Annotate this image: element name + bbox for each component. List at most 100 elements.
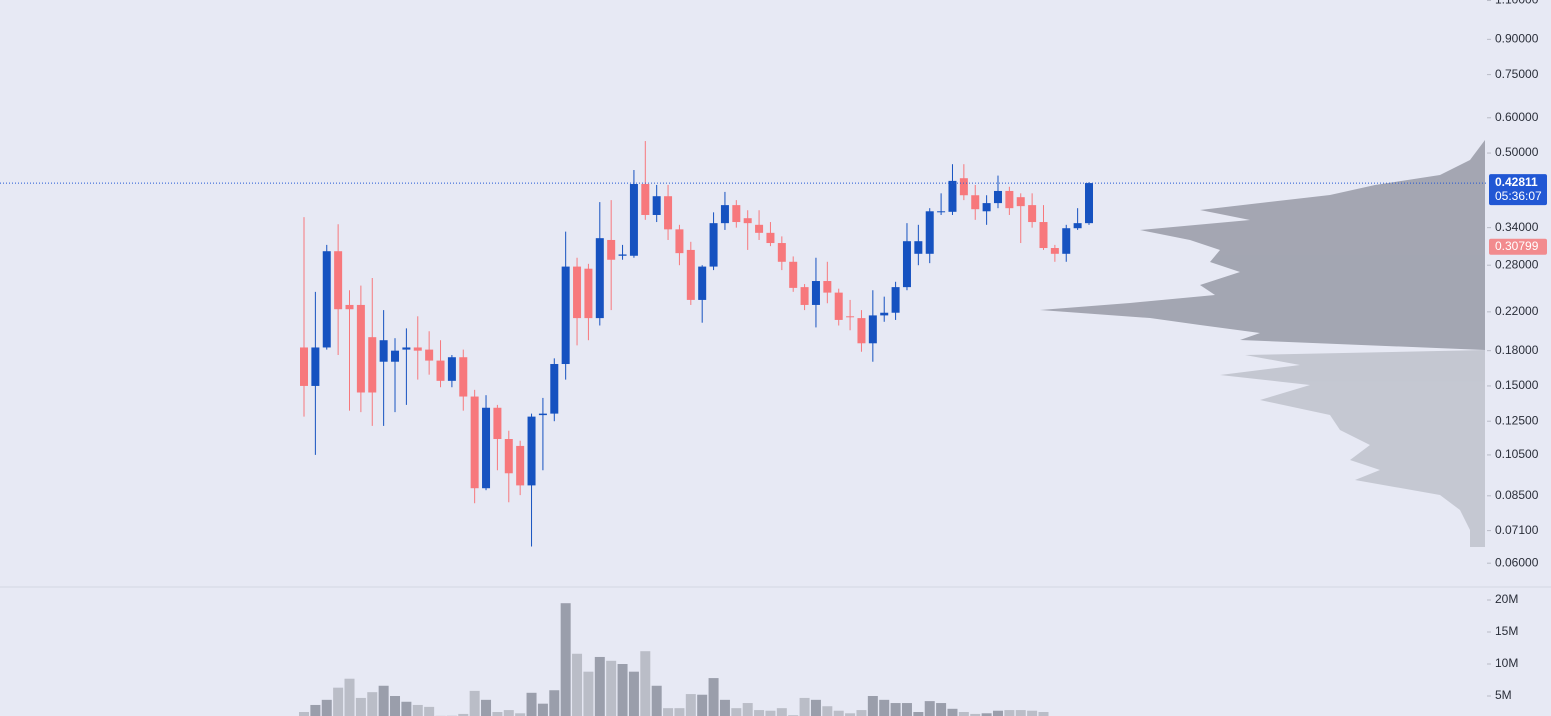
last-price-label: 0.42811 (1495, 175, 1538, 189)
y-tick-label: 0.15000 (1495, 378, 1539, 392)
volume-bar (674, 708, 685, 716)
y-tick-label: 0.06000 (1495, 555, 1539, 569)
volume-bar (708, 678, 719, 716)
volume-bar (754, 710, 765, 716)
volume-bar (731, 708, 742, 716)
candle-body (334, 251, 343, 310)
volume-bar (742, 703, 753, 716)
volume-bar (333, 687, 344, 716)
volume-bar (947, 708, 958, 716)
candle-body (902, 241, 911, 288)
volume-bar (913, 712, 924, 716)
volume-bar (901, 703, 912, 716)
volume-bar (503, 710, 514, 716)
volume-bar (924, 701, 935, 716)
volume-bar (344, 678, 355, 716)
volume-bar (299, 712, 309, 716)
candle-body (573, 266, 582, 319)
candle-body (1085, 183, 1093, 224)
candle-body (925, 211, 934, 254)
candle-body (743, 218, 752, 224)
candle-body (857, 318, 866, 344)
volume-bar (412, 704, 423, 716)
candle-body (937, 211, 946, 213)
candle-body (868, 315, 877, 344)
candle-body (891, 287, 900, 313)
volume-bar (492, 712, 503, 716)
candle-body (459, 357, 468, 397)
candle-body (732, 205, 741, 223)
candle-body (993, 190, 1002, 204)
volume-bar (1038, 712, 1049, 716)
candle-body (607, 239, 616, 260)
volume-bar (1027, 710, 1038, 716)
volume-bar (617, 664, 628, 716)
candle-body (538, 413, 547, 416)
volume-tick-label: 15M (1495, 624, 1518, 638)
plot (299, 141, 1093, 716)
volume-bar (583, 671, 594, 716)
candle-body (436, 360, 445, 381)
candle-body (959, 178, 968, 196)
y-tick-label: 0.28000 (1495, 257, 1539, 271)
volume-bar (992, 710, 1003, 716)
volume-bar (355, 697, 366, 716)
candle-body (1028, 205, 1037, 223)
y-tick-label: 0.50000 (1495, 145, 1539, 159)
candle-body (516, 445, 525, 486)
candle-body (982, 203, 991, 212)
y-tick-label: 1.10000 (1495, 0, 1539, 7)
candle-body (618, 254, 627, 256)
y-tick-label: 0.12500 (1495, 413, 1539, 427)
y-tick-label: 0.22000 (1495, 304, 1539, 318)
volume-tick-label: 20M (1495, 592, 1518, 606)
profile-upper (1040, 140, 1485, 350)
volume-bar (867, 696, 878, 716)
candle-body (686, 249, 695, 300)
volume-bar (640, 651, 651, 716)
candle-body (300, 347, 308, 386)
candle-body (311, 347, 320, 386)
candle-body (823, 281, 832, 293)
profile-lower (1220, 350, 1485, 547)
candle-body (402, 347, 411, 350)
candle-body (322, 251, 331, 348)
candle-body (720, 205, 729, 224)
candle-body (1039, 222, 1048, 249)
candle-body (675, 229, 684, 254)
volume-bar (424, 706, 435, 716)
volume-bar (310, 704, 321, 716)
y-tick-label: 0.90000 (1495, 32, 1539, 46)
candle-body (493, 407, 502, 440)
volume-bar (594, 656, 605, 716)
volume-bar (321, 699, 332, 716)
volume-bar (515, 713, 526, 716)
volume-bar (537, 703, 548, 716)
y-tick-label: 0.08500 (1495, 488, 1539, 502)
candle-body (641, 184, 650, 215)
candle-body (470, 396, 479, 489)
price-axis: 1.10000 0.90000 0.75000 0.60000 0.50000 0.340… (1487, 0, 1547, 702)
candle-body (1016, 197, 1025, 207)
y-tick-label: 0.07100 (1495, 523, 1539, 537)
volume-bar (856, 710, 867, 716)
candle-body (368, 337, 377, 393)
volume-bar (1015, 710, 1026, 716)
volume-tick-label: 5M (1495, 688, 1512, 702)
candle-body (504, 439, 513, 474)
volume-bar (685, 694, 696, 716)
volume-bar (822, 706, 833, 716)
volume-bar (890, 703, 901, 716)
candle-body (482, 407, 491, 489)
candle-body (550, 364, 559, 414)
candle-body (595, 238, 604, 319)
volume-profile (1040, 140, 1485, 547)
volume-bar (526, 692, 537, 716)
volume-bar (970, 713, 981, 716)
reference-price-box (1489, 238, 1547, 255)
candle-body (755, 224, 764, 233)
candle-body (789, 261, 798, 288)
volume-bar (606, 660, 617, 716)
